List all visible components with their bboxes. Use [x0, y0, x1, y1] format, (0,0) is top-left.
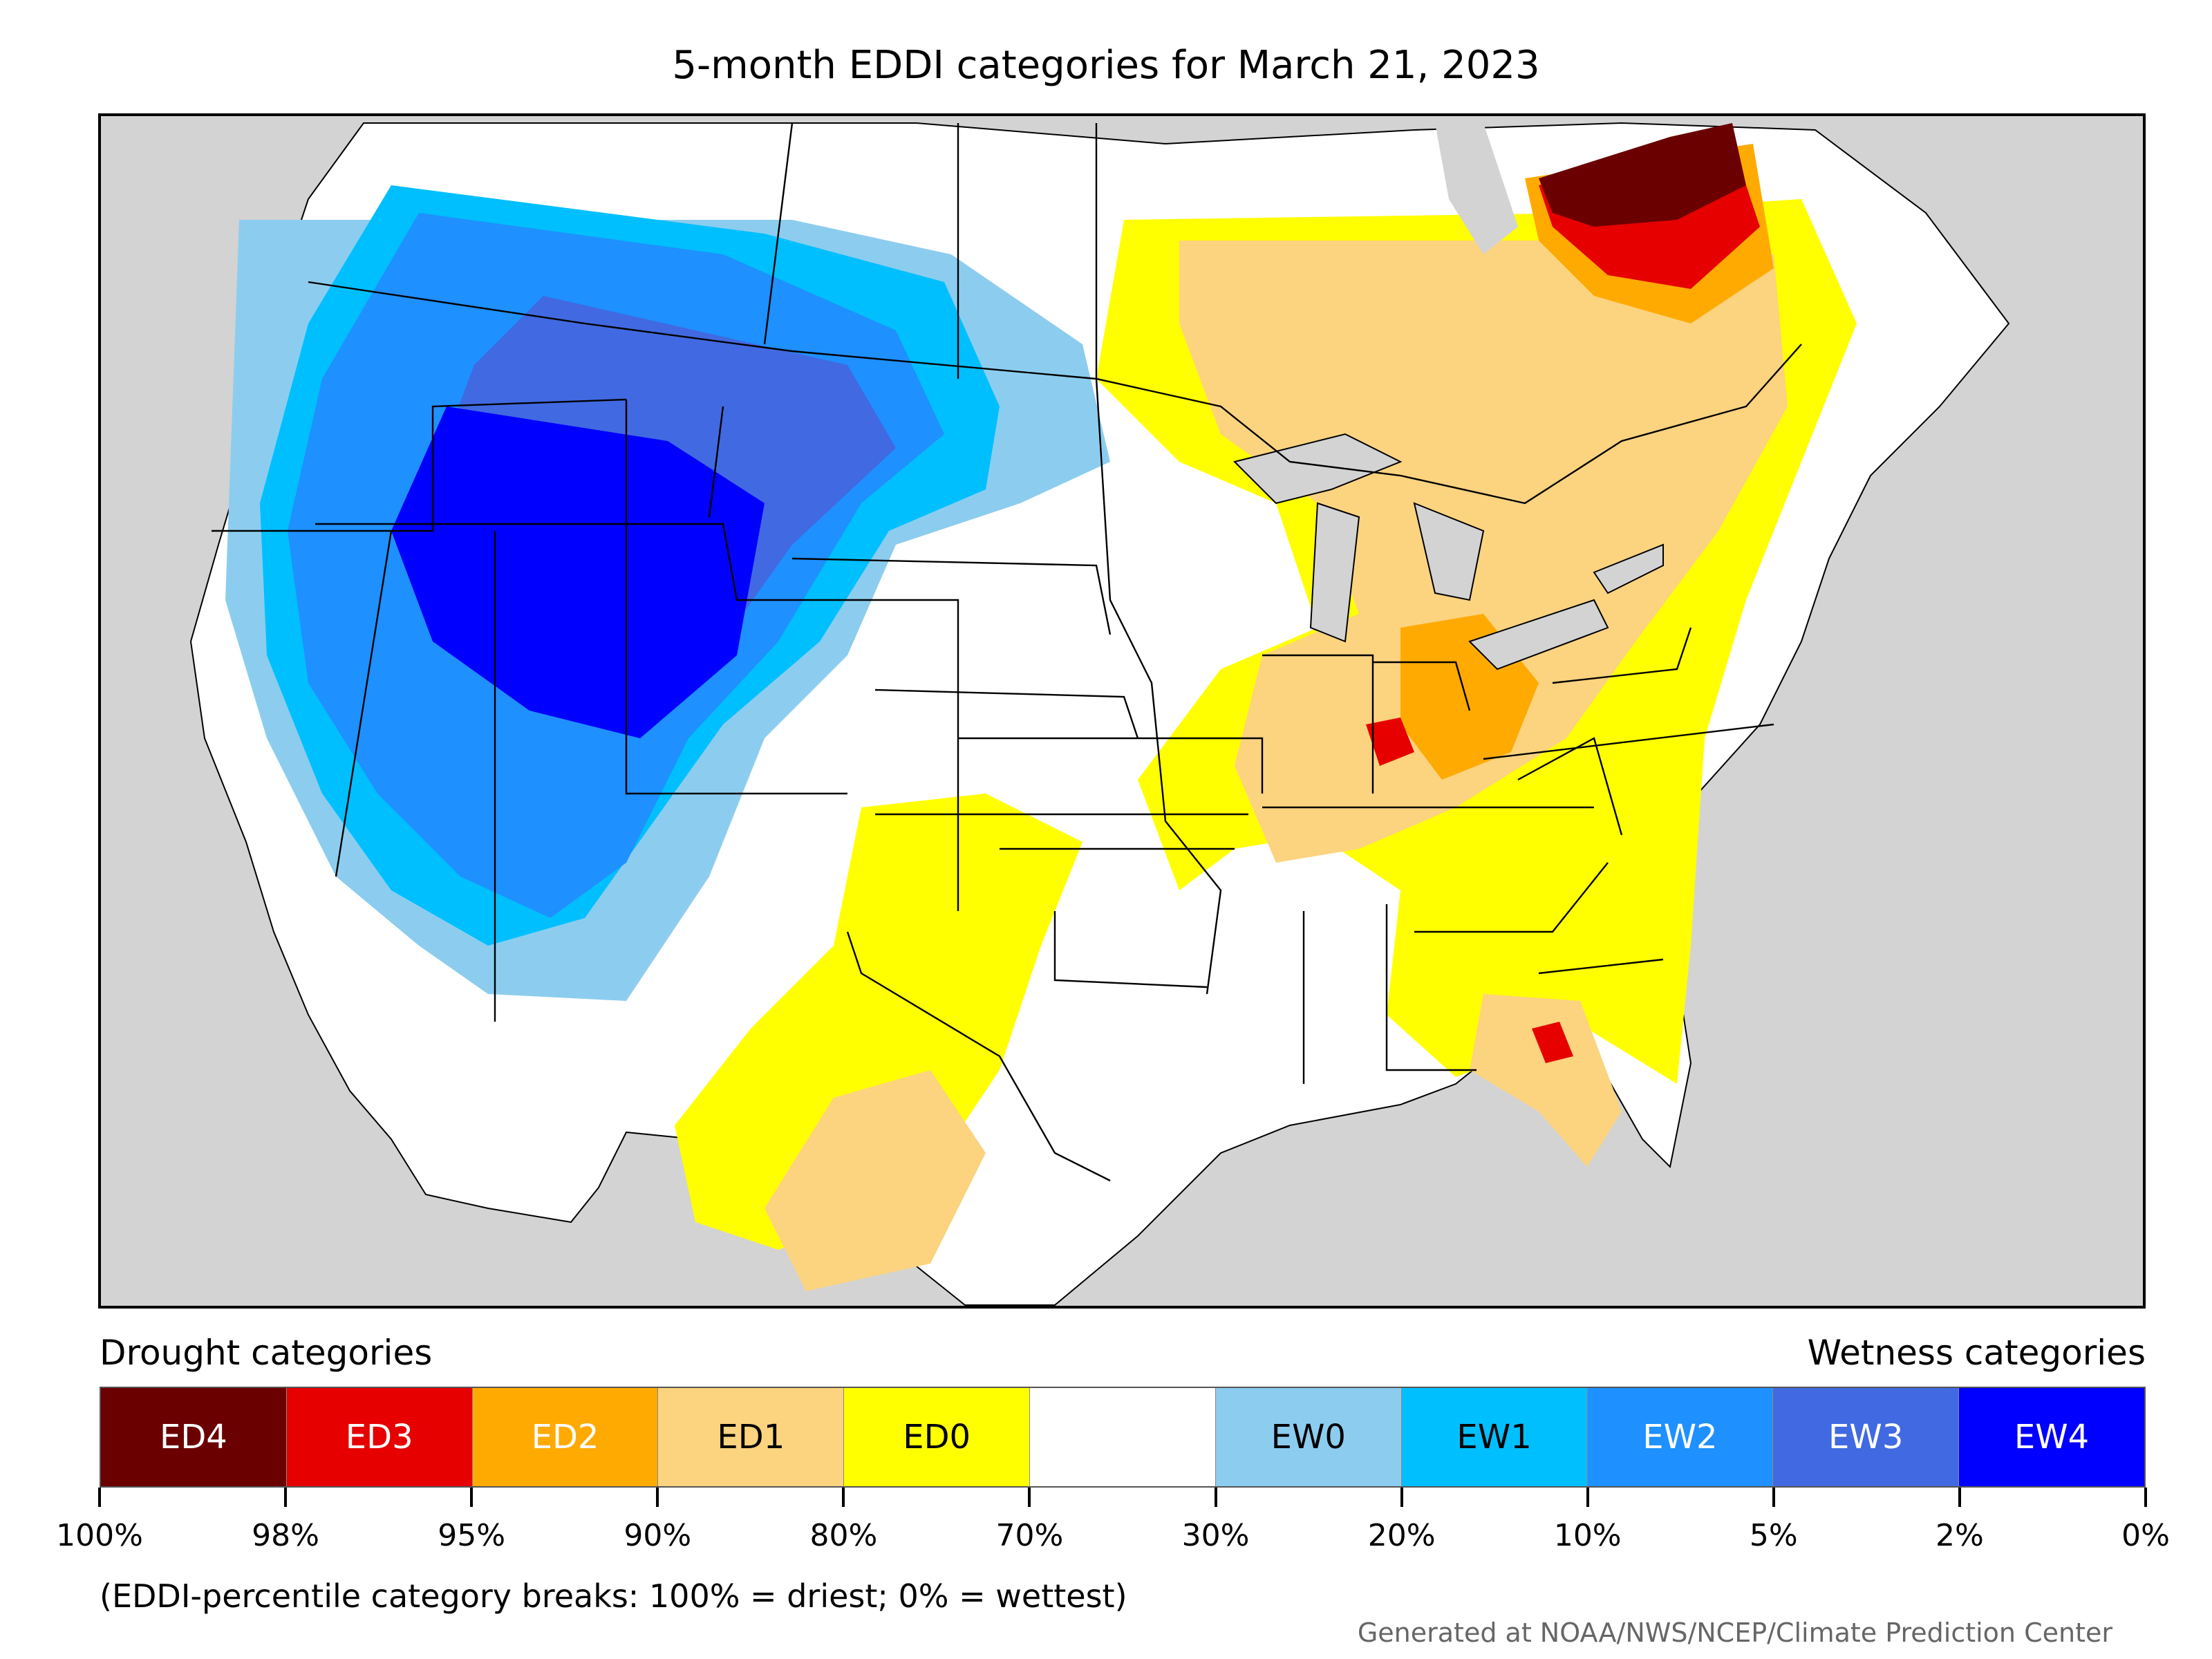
legend-cell-ew1: EW1 — [1401, 1388, 1588, 1486]
legend-tick-label: 95% — [438, 1518, 506, 1553]
legend-cell-ew3: EW3 — [1773, 1388, 1960, 1486]
legend-tick-label: 5% — [1749, 1518, 1798, 1553]
legend-tick — [1028, 1488, 1031, 1507]
legend-tick — [1586, 1488, 1589, 1507]
legend-tick-label: 20% — [1367, 1518, 1436, 1553]
legend-tick — [842, 1488, 845, 1507]
ed4-quebec-region — [1539, 123, 1746, 227]
legend-cell-ew0: EW0 — [1215, 1388, 1402, 1486]
great-lakes — [1233, 433, 1664, 671]
legend-tick-label: 0% — [2121, 1518, 2170, 1553]
ed1-southwest-region — [765, 1070, 986, 1291]
eddi-map — [98, 113, 2146, 1309]
ed1-florida-region — [1470, 994, 1622, 1167]
legend-tick-label: 98% — [252, 1518, 319, 1553]
legend-tick-label: 70% — [995, 1518, 1064, 1553]
legend-cell-ed4: ED4 — [101, 1388, 287, 1486]
legend-tick — [1958, 1488, 1961, 1507]
category-legend: ED4 ED3 ED2 ED1 ED0 EW0 EW1 EW2 EW3 EW4 — [100, 1387, 2146, 1488]
state-borders — [212, 122, 1774, 1182]
legend-tick-label: 30% — [1181, 1518, 1250, 1553]
legend-tick — [2144, 1488, 2147, 1507]
legend-tick — [1400, 1488, 1403, 1507]
us-canada-border — [308, 281, 1802, 505]
legend-cell-ew4: EW4 — [1959, 1388, 2144, 1486]
legend-tick — [1772, 1488, 1775, 1507]
credit-line: Generated at NOAA/NWS/NCEP/Climate Predi… — [1357, 1618, 2112, 1648]
legend-cell-ed2: ED2 — [472, 1388, 659, 1486]
legend-tick-label: 100% — [56, 1518, 143, 1553]
legend-ticks — [98, 1488, 2147, 1508]
legend-tick — [284, 1488, 288, 1507]
legend-cell-none — [1030, 1388, 1216, 1486]
legend-tick — [656, 1488, 659, 1507]
ew4-region — [391, 406, 765, 738]
legend-tick — [1214, 1488, 1217, 1507]
ed0-southwest-region — [675, 794, 1082, 1250]
ed1-region — [1179, 241, 1788, 863]
legend-cell-ed3: ED3 — [286, 1388, 473, 1486]
ed3-florida-region — [1532, 1022, 1573, 1063]
wetness-categories-heading: Wetness categories — [1807, 1333, 2146, 1373]
legend-tick-label: 2% — [1936, 1518, 1984, 1553]
legend-tick — [98, 1488, 101, 1507]
drought-categories-heading: Drought categories — [100, 1333, 433, 1373]
legend-cell-ed1: ED1 — [658, 1388, 845, 1486]
ed3-kentucky-region — [1366, 718, 1414, 766]
legend-tick-label: 90% — [624, 1518, 692, 1553]
hudson-bay — [1435, 123, 1518, 254]
map-title: 5-month EDDI categories for March 21, 20… — [672, 43, 1540, 88]
legend-tick — [470, 1488, 474, 1507]
legend-tick-label: 80% — [809, 1518, 878, 1553]
percentile-note: (EDDI-percentile category breaks: 100% =… — [100, 1577, 1127, 1615]
legend-cell-ed0: ED0 — [844, 1388, 1031, 1486]
legend-cell-ew2: EW2 — [1587, 1388, 1774, 1486]
legend-tick-label: 10% — [1553, 1518, 1622, 1553]
